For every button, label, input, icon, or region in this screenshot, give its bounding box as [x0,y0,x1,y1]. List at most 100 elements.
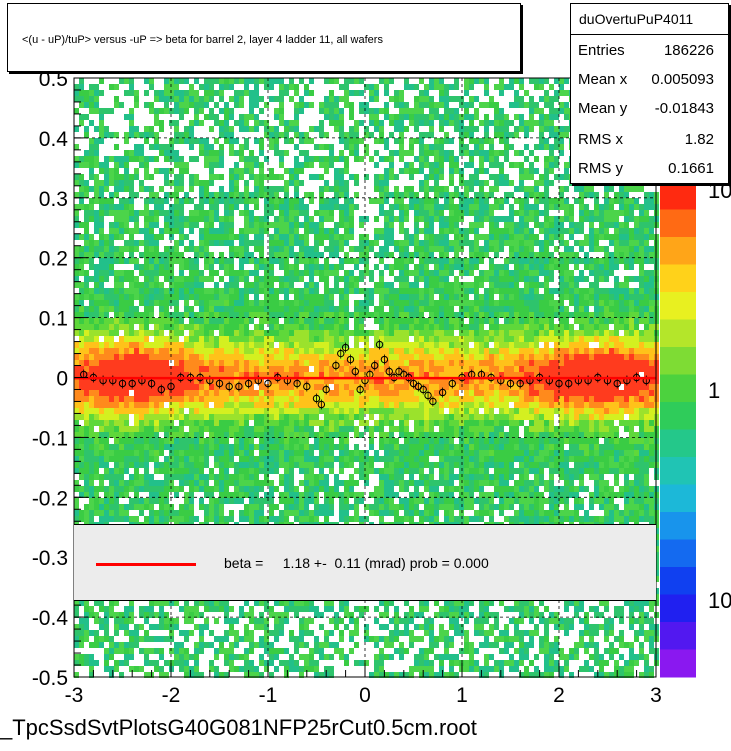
heatmap-cell [599,342,604,348]
heatmap-cell [394,330,399,336]
heatmap-cell [334,156,339,162]
heatmap-cell [564,288,569,294]
heatmap-cell [254,282,259,288]
heatmap-cell [459,198,464,204]
heatmap-cell [534,354,539,360]
heatmap-cell [524,342,529,348]
heatmap-cell [284,300,289,306]
heatmap-cell [99,108,104,114]
heatmap-cell [409,318,414,324]
heatmap-cell [424,354,429,360]
heatmap-cell [454,360,459,366]
heatmap-cell [244,312,249,318]
heatmap-cell [329,372,334,378]
heatmap-cell [564,258,569,264]
heatmap-cell [204,312,209,318]
heatmap-cell [324,96,329,102]
heatmap-cell [334,240,339,246]
heatmap-cell [404,390,409,396]
heatmap-cell [199,306,204,312]
heatmap-cell [194,138,199,144]
heatmap-cell [539,132,544,138]
heatmap-cell [369,90,374,96]
heatmap-cell [314,294,319,300]
heatmap-cell [274,186,279,192]
heatmap-cell [149,306,154,312]
heatmap-cell [339,240,344,246]
heatmap-cell [124,324,129,330]
heatmap-cell [424,174,429,180]
heatmap-cell [484,156,489,162]
heatmap-cell [144,78,149,84]
heatmap-cell [94,330,99,336]
heatmap-cell [504,258,509,264]
heatmap-cell [104,300,109,306]
heatmap-cell [209,324,214,330]
heatmap-cell [354,132,359,138]
heatmap-cell [109,384,114,390]
heatmap-cell [354,306,359,312]
heatmap-cell [194,96,199,102]
heatmap-cell [94,288,99,294]
heatmap-cell [444,156,449,162]
heatmap-cell [314,282,319,288]
heatmap-cell [99,300,104,306]
heatmap-cell [559,216,564,222]
heatmap-cell [94,366,99,372]
heatmap-cell [219,366,224,372]
heatmap-cell [84,246,89,252]
heatmap-cell [174,252,179,258]
heatmap-cell [414,114,419,120]
heatmap-cell [324,396,329,402]
heatmap-cell [219,276,224,282]
heatmap-cell [269,390,274,396]
heatmap-cell [434,306,439,312]
heatmap-cell [199,282,204,288]
heatmap-cell [139,324,144,330]
heatmap-cell [164,252,169,258]
heatmap-cell [444,276,449,282]
heatmap-cell [224,132,229,138]
heatmap-cell [604,306,609,312]
heatmap-cell [524,90,529,96]
heatmap-cell [244,162,249,168]
heatmap-cell [404,240,409,246]
heatmap-cell [329,216,334,222]
heatmap-cell [389,264,394,270]
heatmap-cell [279,360,284,366]
heatmap-cell [349,174,354,180]
heatmap-cell [419,246,424,252]
heatmap-cell [309,246,314,252]
heatmap-cell [269,252,274,258]
heatmap-cell [454,264,459,270]
heatmap-cell [169,156,174,162]
heatmap-cell [259,276,264,282]
heatmap-cell [404,270,409,276]
heatmap-cell [304,342,309,348]
heatmap-cell [179,114,184,120]
heatmap-cell [319,276,324,282]
heatmap-cell [244,342,249,348]
heatmap-cell [154,348,159,354]
heatmap-cell [329,354,334,360]
heatmap-cell [259,240,264,246]
heatmap-cell [159,90,164,96]
heatmap-cell [419,132,424,138]
heatmap-cell [444,102,449,108]
heatmap-cell [344,198,349,204]
heatmap-cell [489,354,494,360]
heatmap-cell [404,306,409,312]
heatmap-cell [284,150,289,156]
heatmap-cell [199,234,204,240]
heatmap-cell [229,342,234,348]
heatmap-cell [564,162,569,168]
heatmap-cell [419,324,424,330]
heatmap-cell [574,336,579,342]
heatmap-cell [454,108,459,114]
heatmap-cell [269,222,274,228]
heatmap-cell [229,330,234,336]
heatmap-cell [574,288,579,294]
heatmap-cell [484,246,489,252]
heatmap-cell [284,288,289,294]
heatmap-cell [499,378,504,384]
